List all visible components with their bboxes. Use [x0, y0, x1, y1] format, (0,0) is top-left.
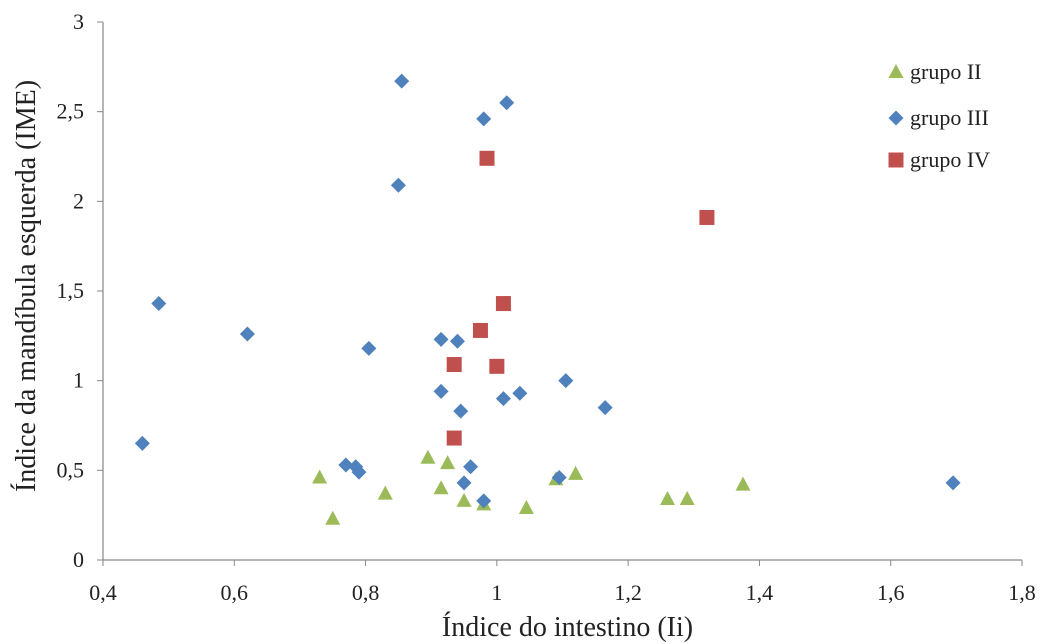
data-point	[479, 150, 495, 166]
data-point	[433, 480, 449, 495]
series-grupo-IV	[446, 150, 715, 446]
data-point	[518, 499, 534, 514]
x-tick-label: 0,8	[352, 580, 380, 605]
data-point	[440, 455, 456, 470]
data-point	[699, 209, 715, 225]
data-point	[420, 449, 436, 464]
data-point	[945, 475, 961, 491]
axes	[97, 21, 1023, 566]
data-point	[446, 430, 462, 446]
legend: grupo II grupo III grupo IV	[888, 59, 990, 172]
data-point	[495, 391, 511, 407]
legend-label: grupo IV	[910, 147, 990, 172]
series-grupo-II	[312, 449, 751, 525]
data-point	[597, 400, 613, 416]
data-point	[394, 73, 410, 89]
data-point	[568, 465, 584, 480]
series-grupo-III	[134, 73, 961, 509]
data-point	[338, 457, 354, 473]
data-point	[449, 333, 465, 349]
y-tick-label: 2	[73, 188, 84, 213]
x-tick-label: 1,6	[877, 580, 905, 605]
tick-labels: 0,4 0,6 0,8 1 1,2 1,4 1,6 1,8 0 0,5 1 1,5 2 2,5 3	[57, 9, 1036, 605]
data-point	[679, 491, 695, 506]
y-tick-label: 2,5	[57, 99, 85, 124]
y-axis-title: Índice da mandíbula esquerda (IME)	[11, 80, 42, 492]
data-point	[660, 491, 676, 506]
legend-marker	[888, 152, 904, 168]
data-point	[433, 383, 449, 399]
data-point	[551, 470, 567, 486]
data-point	[463, 459, 479, 475]
data-point	[377, 485, 393, 500]
legend-marker	[888, 64, 904, 78]
data-points	[134, 73, 961, 525]
data-point	[390, 177, 406, 193]
legend-label: grupo III	[910, 105, 989, 130]
data-point	[312, 469, 328, 484]
data-point	[134, 435, 150, 451]
data-point	[239, 326, 255, 342]
data-point	[151, 296, 167, 312]
data-point	[361, 340, 377, 356]
x-axis-title: Índice do intestino (Ii)	[442, 612, 693, 643]
data-point	[495, 296, 511, 312]
data-point	[446, 357, 462, 373]
x-tick-label: 0,4	[89, 580, 117, 605]
data-point	[351, 464, 367, 480]
x-tick-label: 1	[491, 580, 502, 605]
data-point	[476, 493, 492, 509]
x-tick-label: 1,8	[1008, 580, 1036, 605]
y-tick-label: 3	[73, 9, 84, 34]
data-point	[472, 322, 488, 338]
x-tick-label: 1,2	[614, 580, 642, 605]
y-tick-label: 0	[73, 547, 84, 572]
x-tick-label: 0,6	[221, 580, 249, 605]
data-point	[499, 95, 515, 111]
y-tick-label: 0,5	[57, 457, 85, 482]
data-point	[456, 492, 472, 507]
data-point	[453, 403, 469, 419]
data-point	[476, 111, 492, 127]
data-point	[456, 475, 472, 491]
y-tick-label: 1,5	[57, 278, 85, 303]
x-tick-label: 1,4	[746, 580, 774, 605]
y-tick-label: 1	[73, 368, 84, 393]
legend-marker	[888, 110, 904, 126]
data-point	[735, 476, 751, 491]
data-point	[512, 385, 528, 401]
legend-label: grupo II	[910, 59, 981, 84]
data-point	[433, 331, 449, 347]
data-point	[489, 358, 505, 374]
data-point	[558, 373, 574, 389]
data-point	[325, 510, 341, 525]
